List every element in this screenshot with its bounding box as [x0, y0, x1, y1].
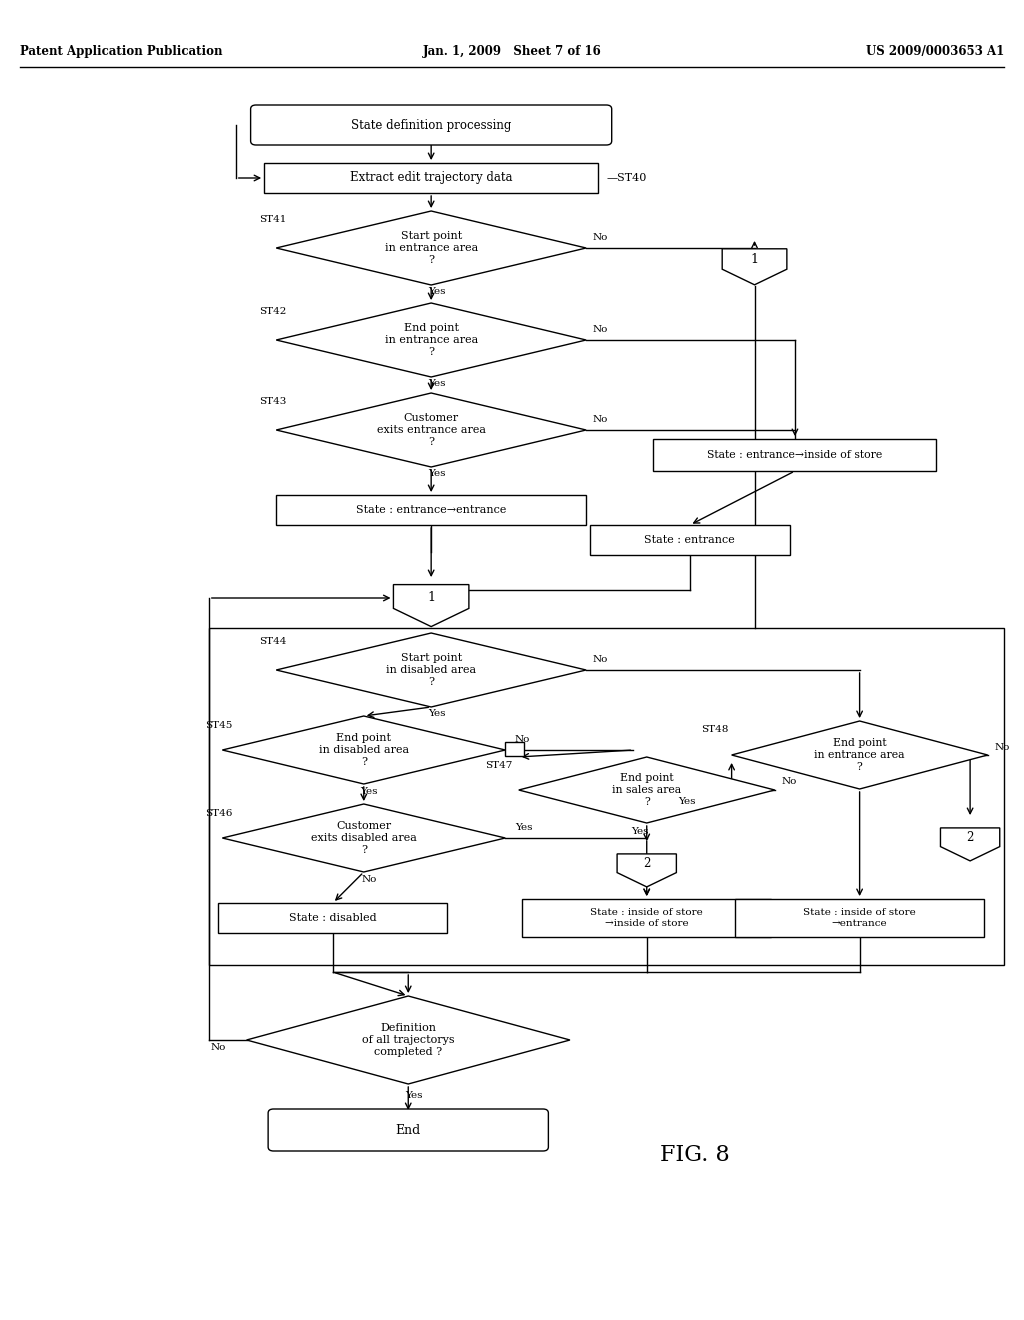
Text: Yes: Yes — [631, 826, 649, 836]
Text: Customer
exits disabled area
?: Customer exits disabled area ? — [311, 821, 417, 854]
Bar — [735, 899, 984, 937]
Polygon shape — [222, 804, 505, 873]
Text: ST44: ST44 — [259, 638, 286, 647]
Text: No: No — [781, 777, 797, 787]
Text: ST41: ST41 — [259, 215, 286, 224]
Bar — [522, 899, 771, 937]
Text: No: No — [994, 742, 1010, 751]
Text: Yes: Yes — [515, 824, 532, 833]
Text: State : inside of store
→entrance: State : inside of store →entrance — [803, 908, 916, 928]
Polygon shape — [617, 854, 677, 887]
Bar — [209, 628, 1004, 965]
Bar — [505, 742, 524, 756]
Polygon shape — [731, 721, 987, 789]
Text: Yes: Yes — [428, 380, 445, 388]
Polygon shape — [393, 585, 469, 627]
Text: Extract edit trajectory data: Extract edit trajectory data — [350, 172, 512, 185]
Text: ST46: ST46 — [205, 808, 232, 817]
Text: End: End — [395, 1123, 421, 1137]
Text: ST45: ST45 — [205, 721, 232, 730]
Text: No: No — [361, 875, 377, 884]
Text: State : inside of store
→inside of store: State : inside of store →inside of store — [591, 908, 703, 928]
Text: State : entrance→inside of store: State : entrance→inside of store — [708, 450, 883, 459]
Polygon shape — [276, 211, 586, 285]
Bar — [218, 903, 447, 933]
Text: ST48: ST48 — [700, 726, 728, 734]
Text: No: No — [593, 656, 608, 664]
Text: Yes: Yes — [360, 788, 378, 796]
FancyBboxPatch shape — [251, 106, 611, 145]
Text: State definition processing: State definition processing — [351, 119, 511, 132]
Polygon shape — [222, 715, 505, 784]
Text: No: No — [593, 234, 608, 243]
Text: —ST40: —ST40 — [606, 173, 647, 183]
Text: 1: 1 — [427, 591, 435, 603]
Text: End point
in entrance area
?: End point in entrance area ? — [385, 323, 478, 356]
Text: Customer
exits entrance area
?: Customer exits entrance area ? — [377, 413, 485, 446]
Text: US 2009/0003653 A1: US 2009/0003653 A1 — [865, 45, 1004, 58]
Bar — [276, 495, 586, 525]
Polygon shape — [519, 756, 775, 822]
FancyBboxPatch shape — [268, 1109, 549, 1151]
Text: 1: 1 — [751, 253, 759, 267]
Bar — [264, 162, 598, 193]
Polygon shape — [276, 393, 586, 467]
Text: End point
in entrance area
?: End point in entrance area ? — [814, 738, 905, 772]
Polygon shape — [247, 997, 570, 1084]
Text: ST43: ST43 — [259, 397, 286, 407]
Text: ST47: ST47 — [485, 760, 512, 770]
Bar — [590, 525, 790, 554]
Text: State : entrance: State : entrance — [644, 535, 735, 545]
Polygon shape — [276, 634, 586, 708]
Text: No: No — [515, 735, 530, 744]
Polygon shape — [276, 304, 586, 378]
Text: Patent Application Publication: Patent Application Publication — [20, 45, 222, 58]
Polygon shape — [940, 828, 999, 861]
Text: End point
in disabled area
?: End point in disabled area ? — [318, 734, 409, 767]
Text: Start point
in disabled area
?: Start point in disabled area ? — [386, 653, 476, 686]
Text: 2: 2 — [967, 832, 974, 845]
Bar — [653, 440, 936, 471]
Text: Yes: Yes — [678, 797, 695, 807]
Text: No: No — [593, 326, 608, 334]
Text: End point
in sales area
?: End point in sales area ? — [612, 774, 681, 807]
Text: No: No — [211, 1044, 226, 1052]
Text: Yes: Yes — [428, 288, 445, 297]
Text: No: No — [593, 416, 608, 425]
Text: Start point
in entrance area
?: Start point in entrance area ? — [385, 231, 478, 264]
Text: 2: 2 — [643, 857, 650, 870]
Text: Jan. 1, 2009   Sheet 7 of 16: Jan. 1, 2009 Sheet 7 of 16 — [423, 45, 601, 58]
Text: Definition
of all trajectorys
completed ?: Definition of all trajectorys completed … — [361, 1023, 455, 1056]
Text: State : disabled: State : disabled — [289, 913, 377, 923]
Text: State : entrance→entrance: State : entrance→entrance — [356, 506, 506, 515]
Polygon shape — [722, 248, 786, 285]
Text: Yes: Yes — [428, 470, 445, 479]
Text: ST42: ST42 — [259, 308, 286, 317]
Text: FIG. 8: FIG. 8 — [660, 1144, 730, 1166]
Text: Yes: Yes — [428, 710, 445, 718]
Text: Yes: Yes — [404, 1090, 422, 1100]
